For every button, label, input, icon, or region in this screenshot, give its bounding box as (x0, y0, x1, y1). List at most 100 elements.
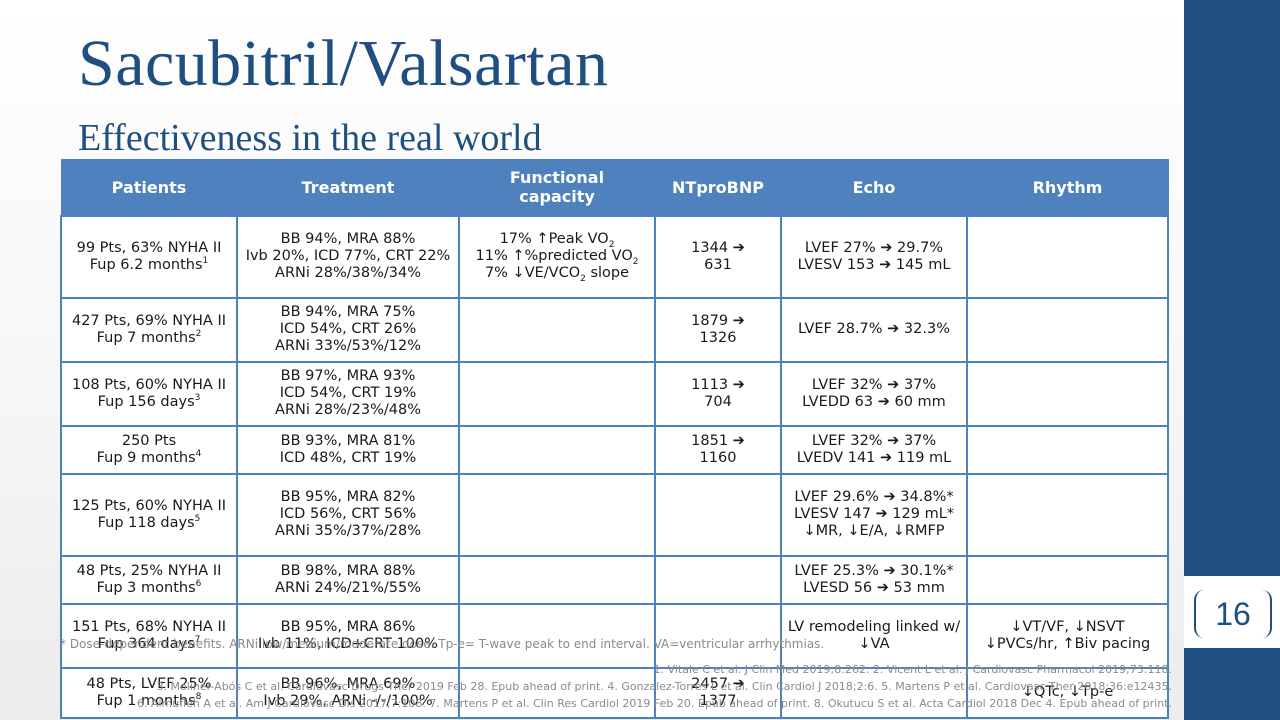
ntprobnp-value: 2457 ➔ 1377 (691, 675, 745, 709)
ntprobnp-cell (654, 602, 782, 669)
rhythm-cell: ↓VT/VF, ↓NSVT ↓PVCs/hr, ↑Biv pacing (966, 602, 1169, 669)
reference-marker: 3 (194, 392, 201, 403)
patients-cell: 250 Pts Fup 9 months4 (60, 424, 238, 475)
functional-capacity-cell (458, 554, 656, 605)
echo-line: LVEF 29.6% ➔ 34.8%* (794, 489, 954, 505)
treatment-line: Ivb 20%, ICD 77%, CRT 22% (245, 248, 451, 264)
functional-line: 11% ↑%predicted VO2 (475, 248, 639, 267)
treatment-line: ARNi 24%/21%/55% (275, 579, 421, 596)
patients-cell: 48 Pts, 25% NYHA II Fup 3 months6 (60, 554, 238, 605)
header-ntprobnp: NTproBNP (654, 159, 782, 216)
rhythm-cell (966, 360, 1169, 427)
patients-line: Fup 6.2 months1 (89, 255, 209, 273)
ntprobnp-cell: 1851 ➔ 1160 (654, 424, 782, 475)
patients-line: 48 Pts, 25% NYHA II (76, 562, 222, 579)
header-treatment: Treatment (236, 159, 460, 216)
patients-cell: 427 Pts, 69% NYHA II Fup 7 months2 (60, 296, 238, 363)
reference-marker: 2 (195, 328, 202, 339)
functional-capacity-cell (458, 602, 656, 669)
echo-line: LVESV 147 ➔ 129 mL* (793, 506, 955, 522)
treatment-cell: BB 94%, MRA 88% Ivb 20%, ICD 77%, CRT 22%… (236, 214, 460, 299)
functional-line: 7% ↓VE/VCO2 slope (484, 265, 630, 284)
reference-line: 3. Moliner-Abós C et al. Cardiovasc Drug… (156, 680, 1172, 693)
patients-cell: 48 Pts, LVEF 25% Fup 1 months8 (60, 666, 238, 719)
header-rhythm: Rhythm (966, 159, 1169, 216)
patients-line: Fup 3 months6 (96, 578, 202, 596)
functional-capacity-cell (458, 472, 656, 557)
reference-marker: 5 (194, 513, 201, 524)
reference-marker: 4 (195, 448, 202, 459)
header-echo: Echo (780, 159, 968, 216)
ntprobnp-value: 1879 ➔ 1326 (691, 312, 745, 346)
ntprobnp-cell (654, 554, 782, 605)
echo-cell: LVEF 25.3% ➔ 30.1%* LVESD 56 ➔ 53 mm (780, 554, 968, 605)
patients-line: 48 Pts, LVEF 25% (86, 675, 212, 692)
treatment-line: BB 95%, MRA 86% (280, 618, 416, 635)
table-row: 151 Pts, 68% NYHA II Fup 364 days7 BB 95%,… (60, 602, 1169, 669)
reference-line: 1. Vitale C et al. J Clin Med 2019;8:262… (653, 663, 1172, 676)
functional-capacity-cell (458, 666, 656, 719)
slide-title: Sacubitril/Valsartan (78, 27, 609, 100)
table-header-row: Patients Treatment Functional capacity N… (60, 159, 1169, 216)
ntprobnp-value: 1113 ➔ 704 (691, 376, 745, 410)
treatment-line: ICD 48%, CRT 19% (279, 449, 417, 466)
slide-subtitle: Effectiveness in the real world (78, 117, 542, 159)
header-patients: Patients (60, 159, 238, 216)
functional-capacity-cell (458, 424, 656, 475)
patients-cell: 151 Pts, 68% NYHA II Fup 364 days7 (60, 602, 238, 669)
reference-marker: 1 (202, 255, 209, 266)
rhythm-line: ↓VT/VF, ↓NSVT (1010, 618, 1125, 635)
patients-cell: 108 Pts, 60% NYHA II Fup 156 days3 (60, 360, 238, 427)
references: 1. Vitale C et al. J Clin Med 2019;8:262… (137, 661, 1172, 712)
patients-line: Fup 9 months4 (96, 448, 202, 466)
slide-number: 16 (1194, 590, 1272, 638)
echo-line: LVEF 32% ➔ 37% (811, 432, 937, 449)
echo-line: LVEDD 63 ➔ 60 mm (802, 393, 946, 410)
treatment-line: BB 98%, MRA 88% (280, 562, 416, 579)
functional-line: 17% ↑Peak VO2 (499, 231, 615, 250)
footnote: * Dose-dependent benefits. ARNi low/medi… (60, 637, 825, 651)
treatment-cell: BB 93%, MRA 81% ICD 48%, CRT 19% (236, 424, 460, 475)
echo-line: LVESD 56 ➔ 53 mm (803, 579, 945, 596)
treatment-cell: BB 96%, MRA 69% Ivb 29%, ARNi -/-/100% (236, 666, 460, 719)
treatment-cell: BB 98%, MRA 88% ARNi 24%/21%/55% (236, 554, 460, 605)
functional-capacity-cell (458, 296, 656, 363)
treatment-line: BB 93%, MRA 81% (280, 432, 416, 449)
patients-line: Fup 7 months2 (96, 328, 202, 346)
ntprobnp-cell: 2457 ➔ 1377 (654, 666, 782, 719)
patients-line: Fup 1 months8 (96, 691, 202, 709)
patients-line: 99 Pts, 63% NYHA II (76, 239, 222, 256)
echo-line: LV remodeling linked w/ ↓VA (787, 618, 961, 652)
treatment-line: BB 96%, MRA 69% (280, 675, 416, 692)
rhythm-line: ↓PVCs/hr, ↑Biv pacing (984, 635, 1151, 652)
treatment-line: BB 94%, MRA 88% (280, 231, 416, 247)
ntprobnp-cell: 1113 ➔ 704 (654, 360, 782, 427)
patients-line: 427 Pts, 69% NYHA II (71, 312, 226, 329)
reference-marker: 6 (195, 578, 202, 589)
patients-cell: 125 Pts, 60% NYHA II Fup 118 days5 (60, 472, 238, 557)
echo-line: LVEDV 141 ➔ 119 mL (796, 449, 952, 466)
ntprobnp-cell: 1879 ➔ 1326 (654, 296, 782, 363)
treatment-line: ARNi 28%/38%/34% (275, 265, 421, 281)
rhythm-cell: ↓QTc, ↓Tp-e (966, 666, 1169, 719)
table-row: 48 Pts, LVEF 25% Fup 1 months8 BB 96%, MRA… (60, 666, 1169, 719)
table-row: 108 Pts, 60% NYHA II Fup 156 days3 BB 97%,… (60, 360, 1169, 427)
ntprobnp-cell (654, 472, 782, 557)
echo-cell: LVEF 32% ➔ 37% LVEDV 141 ➔ 119 mL (780, 424, 968, 475)
echo-cell (780, 666, 968, 719)
patients-line: 250 Pts (121, 432, 177, 449)
rhythm-line: ↓QTc, ↓Tp-e (1021, 684, 1114, 700)
patients-line: 151 Pts, 68% NYHA II (71, 618, 226, 635)
ntprobnp-value: 1851 ➔ 1160 (691, 432, 745, 466)
treatment-line: BB 95%, MRA 82% (280, 489, 416, 505)
treatment-line: Ivb 11%, ICD+CRT 100% (258, 635, 438, 652)
echo-cell: LVEF 28.7% ➔ 32.3% (780, 296, 968, 363)
treatment-cell: BB 94%, MRA 75% ICD 54%, CRT 26% ARNi 33%/… (236, 296, 460, 363)
table-row: 99 Pts, 63% NYHA II Fup 6.2 months1 BB 94%… (60, 214, 1169, 299)
functional-capacity-cell: 17% ↑Peak VO2 11% ↑%predicted VO2 7% ↓VE/V… (458, 214, 656, 299)
treatment-line: ICD 54%, CRT 19% (279, 385, 417, 401)
echo-cell: LVEF 27% ➔ 29.7% LVESV 153 ➔ 145 mL (780, 214, 968, 299)
treatment-line: BB 97%, MRA 93% (280, 368, 416, 384)
reference-marker: 8 (195, 691, 202, 702)
echo-line: LVEF 27% ➔ 29.7% (804, 239, 944, 256)
